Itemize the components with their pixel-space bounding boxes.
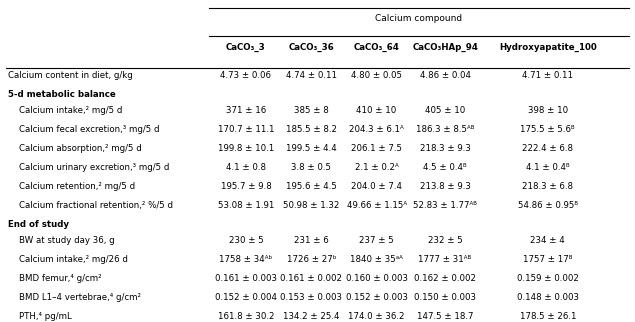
Text: 0.161 ± 0.002: 0.161 ± 0.002 [280, 274, 342, 283]
Text: 0.148 ± 0.003: 0.148 ± 0.003 [517, 293, 578, 302]
Text: 199.5 ± 4.4: 199.5 ± 4.4 [286, 144, 337, 153]
Text: 1777 ± 31ᴬᴮ: 1777 ± 31ᴬᴮ [418, 255, 472, 264]
Text: 49.66 ± 1.15ᴬ: 49.66 ± 1.15ᴬ [347, 201, 406, 210]
Text: 385 ± 8: 385 ± 8 [294, 106, 329, 115]
Text: 405 ± 10: 405 ± 10 [425, 106, 465, 115]
Text: 4.71 ± 0.11: 4.71 ± 0.11 [522, 71, 573, 80]
Text: 4.1 ± 0.8: 4.1 ± 0.8 [226, 163, 266, 172]
Text: 52.83 ± 1.77ᴬᴮ: 52.83 ± 1.77ᴬᴮ [413, 201, 477, 210]
Text: 204.3 ± 6.1ᴬ: 204.3 ± 6.1ᴬ [349, 125, 404, 134]
Text: 0.153 ± 0.003: 0.153 ± 0.003 [280, 293, 342, 302]
Text: 174.0 ± 36.2: 174.0 ± 36.2 [349, 312, 405, 321]
Text: 4.86 ± 0.04: 4.86 ± 0.04 [420, 71, 471, 80]
Text: 53.08 ± 1.91: 53.08 ± 1.91 [218, 201, 274, 210]
Text: 1726 ± 27ᵇ: 1726 ± 27ᵇ [286, 255, 336, 264]
Text: 398 ± 10: 398 ± 10 [528, 106, 568, 115]
Text: 50.98 ± 1.32: 50.98 ± 1.32 [283, 201, 340, 210]
Text: 237 ± 5: 237 ± 5 [359, 236, 394, 245]
Text: 0.150 ± 0.003: 0.150 ± 0.003 [414, 293, 476, 302]
Text: 0.162 ± 0.002: 0.162 ± 0.002 [414, 274, 476, 283]
Text: 204.0 ± 7.4: 204.0 ± 7.4 [351, 182, 402, 191]
Text: 1840 ± 35ᵃᴬ: 1840 ± 35ᵃᴬ [350, 255, 403, 264]
Text: CaCO₃HAp_94: CaCO₃HAp_94 [412, 43, 478, 52]
Text: BW at study day 36, g: BW at study day 36, g [19, 236, 114, 245]
Text: Hydroxyapatite_100: Hydroxyapatite_100 [499, 43, 597, 52]
Text: 0.160 ± 0.003: 0.160 ± 0.003 [345, 274, 408, 283]
Text: 1758 ± 34ᴬᵇ: 1758 ± 34ᴬᵇ [219, 255, 272, 264]
Text: 230 ± 5: 230 ± 5 [229, 236, 264, 245]
Text: 54.86 ± 0.95ᴮ: 54.86 ± 0.95ᴮ [518, 201, 578, 210]
Text: 234 ± 4: 234 ± 4 [530, 236, 565, 245]
Text: 4.73 ± 0.06: 4.73 ± 0.06 [220, 71, 271, 80]
Text: 4.74 ± 0.11: 4.74 ± 0.11 [286, 71, 337, 80]
Text: End of study: End of study [8, 220, 69, 229]
Text: 3.8 ± 0.5: 3.8 ± 0.5 [291, 163, 331, 172]
Text: 371 ± 16: 371 ± 16 [226, 106, 266, 115]
Text: 0.152 ± 0.003: 0.152 ± 0.003 [345, 293, 408, 302]
Text: 4.1 ± 0.4ᴮ: 4.1 ± 0.4ᴮ [526, 163, 570, 172]
Text: 410 ± 10: 410 ± 10 [356, 106, 397, 115]
Text: 213.8 ± 9.3: 213.8 ± 9.3 [420, 182, 471, 191]
Text: 1757 ± 17ᴮ: 1757 ± 17ᴮ [523, 255, 573, 264]
Text: 5-d metabolic balance: 5-d metabolic balance [8, 90, 116, 99]
Text: Calcium compound: Calcium compound [375, 14, 462, 23]
Text: 232 ± 5: 232 ± 5 [428, 236, 462, 245]
Text: 218.3 ± 6.8: 218.3 ± 6.8 [522, 182, 573, 191]
Text: BMD femur,⁴ g/cm²: BMD femur,⁴ g/cm² [19, 274, 102, 283]
Text: 195.7 ± 9.8: 195.7 ± 9.8 [220, 182, 271, 191]
Text: 0.152 ± 0.004: 0.152 ± 0.004 [215, 293, 277, 302]
Text: Calcium absorption,² mg/5 d: Calcium absorption,² mg/5 d [19, 144, 142, 153]
Text: 222.4 ± 6.8: 222.4 ± 6.8 [522, 144, 573, 153]
Text: 218.3 ± 9.3: 218.3 ± 9.3 [420, 144, 471, 153]
Text: Calcium retention,² mg/5 d: Calcium retention,² mg/5 d [19, 182, 135, 191]
Text: 0.161 ± 0.003: 0.161 ± 0.003 [215, 274, 277, 283]
Text: Calcium fecal excretion,³ mg/5 d: Calcium fecal excretion,³ mg/5 d [19, 125, 159, 134]
Text: 175.5 ± 5.6ᴮ: 175.5 ± 5.6ᴮ [520, 125, 575, 134]
Text: 2.1 ± 0.2ᴬ: 2.1 ± 0.2ᴬ [355, 163, 399, 172]
Text: 4.5 ± 0.4ᴮ: 4.5 ± 0.4ᴮ [423, 163, 467, 172]
Text: 147.5 ± 18.7: 147.5 ± 18.7 [417, 312, 473, 321]
Text: 186.3 ± 8.5ᴬᴮ: 186.3 ± 8.5ᴬᴮ [416, 125, 474, 134]
Text: CaCO₃_3: CaCO₃_3 [226, 43, 266, 52]
Text: BMD L1–4 vertebrae,⁴ g/cm²: BMD L1–4 vertebrae,⁴ g/cm² [19, 293, 141, 302]
Text: 206.1 ± 7.5: 206.1 ± 7.5 [351, 144, 402, 153]
Text: PTH,⁴ pg/mL: PTH,⁴ pg/mL [19, 312, 72, 321]
Text: 134.2 ± 25.4: 134.2 ± 25.4 [283, 312, 340, 321]
Text: 199.8 ± 10.1: 199.8 ± 10.1 [218, 144, 274, 153]
Text: 170.7 ± 11.1: 170.7 ± 11.1 [218, 125, 274, 134]
Text: Calcium intake,² mg/5 d: Calcium intake,² mg/5 d [19, 106, 122, 115]
Text: 178.5 ± 26.1: 178.5 ± 26.1 [519, 312, 576, 321]
Text: 231 ± 6: 231 ± 6 [294, 236, 329, 245]
Text: 0.159 ± 0.002: 0.159 ± 0.002 [517, 274, 578, 283]
Text: 161.8 ± 30.2: 161.8 ± 30.2 [218, 312, 274, 321]
Text: CaCO₃_36: CaCO₃_36 [288, 43, 334, 52]
Text: 195.6 ± 4.5: 195.6 ± 4.5 [286, 182, 337, 191]
Text: 4.80 ± 0.05: 4.80 ± 0.05 [351, 71, 402, 80]
Text: 185.5 ± 8.2: 185.5 ± 8.2 [286, 125, 337, 134]
Text: Calcium urinary excretion,³ mg/5 d: Calcium urinary excretion,³ mg/5 d [19, 163, 169, 172]
Text: Calcium fractional retention,² %/5 d: Calcium fractional retention,² %/5 d [19, 201, 173, 210]
Text: Calcium intake,² mg/26 d: Calcium intake,² mg/26 d [19, 255, 128, 264]
Text: Calcium content in diet, g/kg: Calcium content in diet, g/kg [8, 71, 132, 80]
Text: CaCO₃_64: CaCO₃_64 [354, 43, 399, 52]
